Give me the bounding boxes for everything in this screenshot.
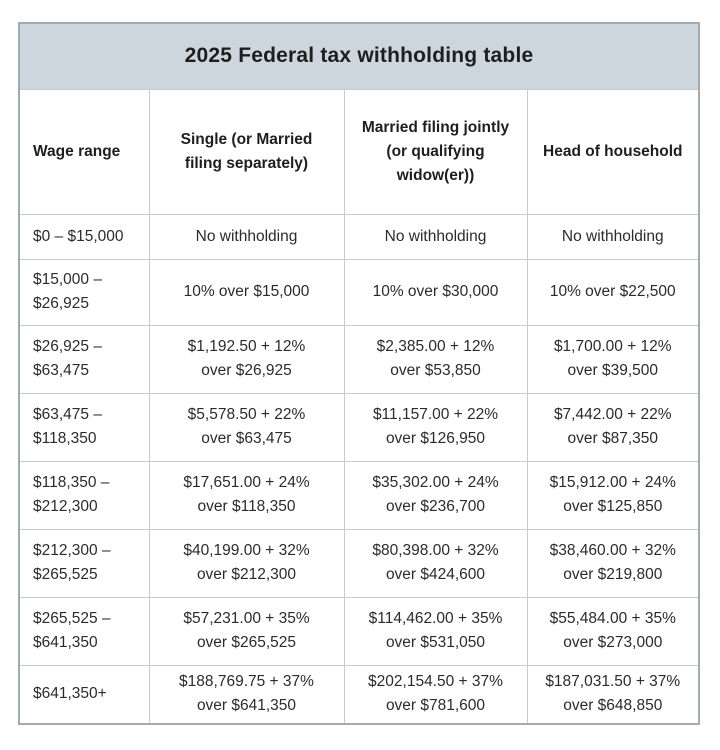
head-of-household-cell: 10% over $22,500 xyxy=(526,258,700,326)
single-cell: $40,199.00 + 32% over $212,300 xyxy=(148,528,345,598)
head-of-household-cell: $7,442.00 + 22% over $87,350 xyxy=(526,392,700,462)
wage-range-cell: $118,350 – $212,300 xyxy=(18,460,150,530)
wage-range-cell: $63,475 – $118,350 xyxy=(18,392,150,462)
married-jointly-cell: 10% over $30,000 xyxy=(343,258,528,326)
table-row: $63,475 – $118,350 $5,578.50 + 22% over … xyxy=(18,392,700,462)
single-cell: $188,769.75 + 37% over $641,350 xyxy=(148,664,345,725)
wage-range-cell: $26,925 – $63,475 xyxy=(18,324,150,394)
table-row: $265,525 – $641,350 $57,231.00 + 35% ove… xyxy=(18,596,700,666)
head-of-household-cell: $187,031.50 + 37% over $648,850 xyxy=(526,664,700,725)
column-header-head-of-household: Head of household xyxy=(526,88,700,215)
wage-range-cell: $212,300 – $265,525 xyxy=(18,528,150,598)
married-jointly-cell: No withholding xyxy=(343,213,528,260)
married-jointly-cell: $11,157.00 + 22% over $126,950 xyxy=(343,392,528,462)
table-title: 2025 Federal tax withholding table xyxy=(18,22,700,90)
married-jointly-cell: $80,398.00 + 32% over $424,600 xyxy=(343,528,528,598)
single-cell: 10% over $15,000 xyxy=(148,258,345,326)
wage-range-cell: $641,350+ xyxy=(18,664,150,725)
married-jointly-cell: $35,302.00 + 24% over $236,700 xyxy=(343,460,528,530)
single-cell: $57,231.00 + 35% over $265,525 xyxy=(148,596,345,666)
table-row: $15,000 – $26,925 10% over $15,000 10% o… xyxy=(18,258,700,326)
table-row: $0 – $15,000 No withholding No withholdi… xyxy=(18,213,700,260)
head-of-household-cell: No withholding xyxy=(526,213,700,260)
title-row: 2025 Federal tax withholding table xyxy=(18,22,700,90)
table-row: $118,350 – $212,300 $17,651.00 + 24% ove… xyxy=(18,460,700,530)
single-cell: No withholding xyxy=(148,213,345,260)
head-of-household-cell: $1,700.00 + 12% over $39,500 xyxy=(526,324,700,394)
single-cell: $1,192.50 + 12% over $26,925 xyxy=(148,324,345,394)
column-header-married-jointly: Married filing jointly (or qualifying wi… xyxy=(343,88,528,215)
table-row: $212,300 – $265,525 $40,199.00 + 32% ove… xyxy=(18,528,700,598)
married-jointly-cell: $202,154.50 + 37% over $781,600 xyxy=(343,664,528,725)
column-header-single: Single (or Married filing separately) xyxy=(148,88,345,215)
head-of-household-cell: $38,460.00 + 32% over $219,800 xyxy=(526,528,700,598)
column-header-wage-range: Wage range xyxy=(18,88,150,215)
single-cell: $17,651.00 + 24% over $118,350 xyxy=(148,460,345,530)
single-cell: $5,578.50 + 22% over $63,475 xyxy=(148,392,345,462)
head-of-household-cell: $55,484.00 + 35% over $273,000 xyxy=(526,596,700,666)
column-header-row: Wage range Single (or Married filing sep… xyxy=(18,88,700,215)
table-row: $26,925 – $63,475 $1,192.50 + 12% over $… xyxy=(18,324,700,394)
married-jointly-cell: $114,462.00 + 35% over $531,050 xyxy=(343,596,528,666)
wage-range-cell: $265,525 – $641,350 xyxy=(18,596,150,666)
married-jointly-cell: $2,385.00 + 12% over $53,850 xyxy=(343,324,528,394)
federal-tax-withholding-table: 2025 Federal tax withholding table Wage … xyxy=(18,22,701,725)
wage-range-cell: $15,000 – $26,925 xyxy=(18,258,150,326)
wage-range-cell: $0 – $15,000 xyxy=(18,213,150,260)
head-of-household-cell: $15,912.00 + 24% over $125,850 xyxy=(526,460,700,530)
table-row: $641,350+ $188,769.75 + 37% over $641,35… xyxy=(18,664,700,725)
tax-table-container: 2025 Federal tax withholding table Wage … xyxy=(18,22,701,725)
